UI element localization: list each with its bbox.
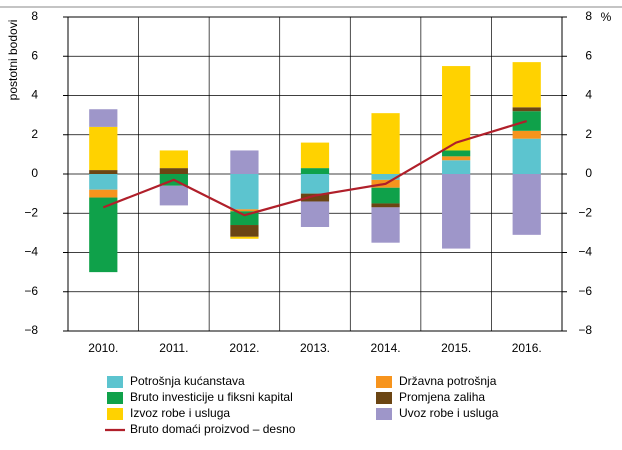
bar-segment [89, 197, 118, 273]
bar-segment [89, 189, 118, 198]
y2-tick-label: −2 [578, 205, 592, 219]
y2-tick-label: −4 [578, 245, 592, 259]
y2-tick-label: 6 [585, 48, 592, 62]
x-tick-label: 2014. [371, 341, 401, 355]
legend-swatch [107, 392, 123, 404]
y2-tick-label: 4 [585, 88, 592, 102]
bar-segment [371, 207, 400, 243]
bar-segment [371, 113, 400, 174]
y2-tick-label: −6 [578, 284, 592, 298]
bar-segment [442, 156, 471, 161]
y-tick-label: −4 [24, 245, 38, 259]
y2-tick-label: 8 [585, 9, 592, 23]
legend-label: Uvoz robe i usluga [399, 406, 499, 420]
bar-segment [300, 142, 330, 169]
bar-segment [371, 174, 400, 180]
y2-tick-label: −8 [578, 323, 592, 337]
bar-segment [230, 209, 259, 212]
bar-segment [512, 130, 541, 139]
legend-swatch [376, 376, 392, 388]
legend-swatch [107, 376, 123, 388]
y-tick-label: 2 [31, 127, 38, 141]
y-tick-label: −6 [24, 284, 38, 298]
y-tick-label: 0 [31, 166, 38, 180]
bar-segment [89, 126, 118, 171]
legend-label: Bruto investicije u fiksni kapital [130, 390, 293, 404]
bar-segment [159, 185, 188, 206]
bar-segment [230, 211, 259, 226]
y2-tick-label: 0 [585, 166, 592, 180]
bar-segment [230, 225, 259, 237]
bar-segment [512, 62, 541, 108]
y-tick-label: −2 [24, 205, 38, 219]
x-tick-label: 2010. [88, 341, 118, 355]
x-tick-label: 2012. [229, 341, 259, 355]
y-tick-label: 8 [31, 9, 38, 23]
y2-axis-label: % [601, 10, 612, 24]
legend-label: Državna potrošnja [399, 374, 497, 388]
bar-segment [300, 168, 330, 174]
legend-label: Promjena zaliha [399, 390, 485, 404]
bar-segment [512, 107, 541, 112]
bar-segment [159, 150, 188, 169]
bar-segment [89, 109, 118, 127]
bar-segment [230, 174, 259, 210]
bar-segment [300, 174, 330, 194]
bar-segment [371, 187, 400, 204]
legend-label: Bruto domaći proizvod – desno [130, 422, 296, 436]
y2-tick-label: 2 [585, 127, 592, 141]
x-tick-label: 2016. [512, 341, 542, 355]
bar-segment [442, 174, 471, 249]
y-tick-label: 4 [31, 88, 38, 102]
bar-segment [442, 150, 471, 157]
x-tick-label: 2015. [441, 341, 471, 355]
bar-segment [442, 160, 471, 174]
y-tick-label: 6 [31, 48, 38, 62]
bar-segment [89, 174, 118, 190]
bar-segment [442, 66, 471, 151]
bar-segment [300, 193, 330, 202]
legend-swatch [107, 408, 123, 420]
line-series [102, 119, 528, 217]
legend-swatch [376, 408, 392, 420]
legend-label: Potrošnja kućanstava [130, 374, 245, 388]
legend-label: Izvoz robe i usluga [130, 406, 230, 420]
bar-segment [371, 203, 400, 208]
bar-segment [230, 236, 259, 239]
x-tick-label: 2013. [300, 341, 330, 355]
legend-swatch [376, 392, 392, 404]
y-tick-label: −8 [24, 323, 38, 337]
bar-segment [512, 138, 541, 174]
bar-segment [512, 174, 541, 235]
bar-segment [159, 168, 188, 174]
bar-segment [89, 170, 118, 174]
bar-segment [230, 150, 259, 174]
y-axis-label: postotni bodovi [6, 20, 20, 101]
x-tick-label: 2011. [159, 341, 188, 355]
bar-segment [300, 201, 330, 227]
